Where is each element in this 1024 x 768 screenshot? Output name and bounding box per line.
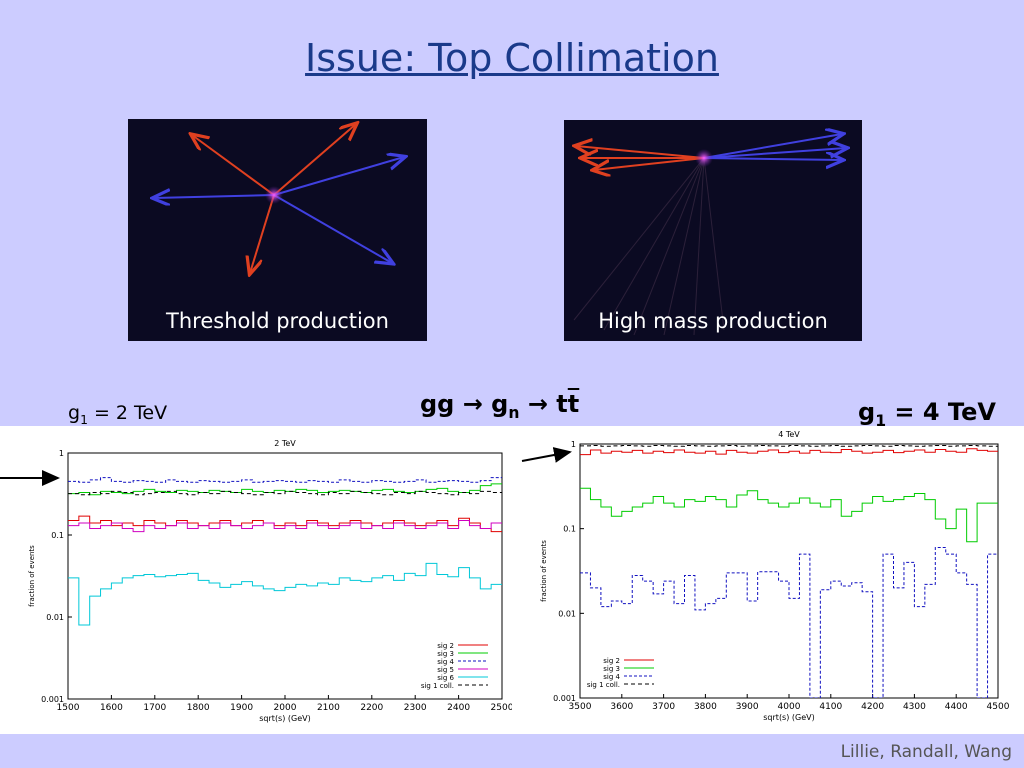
y-tick-label: 0.1 bbox=[51, 531, 64, 540]
y-tick-label: 0.1 bbox=[563, 525, 576, 534]
x-tick-label: 1700 bbox=[143, 703, 166, 713]
x-tick-label: 1900 bbox=[230, 703, 253, 713]
threshold-arrows bbox=[128, 119, 427, 341]
right-pointer-arrow bbox=[521, 447, 572, 463]
left-mass-label: g1 = 2 TeV bbox=[68, 402, 168, 427]
y-tick-label: 0.001 bbox=[41, 695, 64, 704]
legend-label: sig 5 bbox=[437, 666, 454, 674]
y-axis-label: fraction of events bbox=[540, 540, 548, 602]
series-sig-6 bbox=[68, 562, 502, 626]
series-sig-3 bbox=[580, 487, 998, 543]
legend-label: sig 4 bbox=[603, 673, 620, 681]
legend-label: sig 3 bbox=[603, 665, 620, 673]
y-tick-label: 1 bbox=[59, 449, 64, 458]
series-sig-2 bbox=[68, 515, 502, 533]
x-tick-label: 3900 bbox=[736, 702, 759, 712]
series-sig-3 bbox=[68, 483, 502, 496]
y-tick-label: 1 bbox=[571, 440, 576, 449]
x-tick-label: 3600 bbox=[610, 702, 633, 712]
y-tick-label: 0.001 bbox=[553, 694, 576, 703]
authors-footer: Lillie, Randall, Wang bbox=[840, 742, 1012, 762]
plot-frame bbox=[579, 443, 999, 699]
chart-title: 4 TeV bbox=[778, 430, 800, 439]
x-tick-label: 2100 bbox=[317, 703, 340, 713]
legend-label: sig 1 coll. bbox=[421, 682, 454, 690]
legend-label: sig 2 bbox=[603, 657, 620, 665]
x-tick-label: 3700 bbox=[652, 702, 675, 712]
series-sig-1-coll bbox=[68, 490, 502, 496]
high-mass-arrows bbox=[564, 120, 862, 336]
x-tick-label: 2400 bbox=[447, 703, 470, 713]
x-axis-label: sqrt(s) (GeV) bbox=[259, 714, 310, 723]
process-label: gg → gn → tt bbox=[420, 390, 580, 422]
x-tick-label: 4200 bbox=[861, 702, 884, 712]
legend-label: sig 3 bbox=[437, 650, 454, 658]
chart-title: 2 TeV bbox=[274, 439, 296, 448]
y-axis-label: fraction of events bbox=[28, 545, 36, 607]
slide-title: Issue: Top Collimation bbox=[305, 36, 719, 80]
series-sig-4 bbox=[580, 546, 998, 698]
x-tick-label: 3500 bbox=[569, 702, 592, 712]
high-mass-production-image: High mass production bbox=[564, 120, 862, 341]
x-tick-label: 2000 bbox=[274, 703, 297, 713]
x-tick-label: 2500 bbox=[491, 703, 512, 713]
pointer-arrows bbox=[0, 447, 572, 486]
legend-label: sig 4 bbox=[437, 658, 454, 666]
x-tick-label: 1800 bbox=[187, 703, 210, 713]
series-sig-1-coll bbox=[580, 445, 998, 447]
x-tick-label: 4500 bbox=[987, 702, 1010, 712]
legend-label: sig 1 coll. bbox=[587, 681, 620, 689]
legend-label: sig 6 bbox=[437, 674, 454, 682]
x-tick-label: 4300 bbox=[903, 702, 926, 712]
x-tick-label: 2200 bbox=[360, 703, 383, 713]
legend-label: sig 2 bbox=[437, 642, 454, 650]
right-mass-label: g1 = 4 TeV bbox=[858, 398, 996, 430]
series-sig-4 bbox=[68, 477, 502, 483]
y-tick-label: 0.01 bbox=[558, 609, 576, 618]
chart-2tev: 2 TeV 1500 1600 1700 1800 1900 2000 2100 2200 230… bbox=[28, 439, 512, 723]
x-tick-label: 3800 bbox=[694, 702, 717, 712]
series-sig-5 bbox=[68, 520, 502, 533]
x-tick-label: 1600 bbox=[100, 703, 123, 713]
x-tick-label: 4400 bbox=[945, 702, 968, 712]
chart-4tev: 4 TeV 3500 3600 3700 3800 3900 4000 4100 4200 430… bbox=[540, 430, 1010, 722]
x-tick-label: 1500 bbox=[57, 703, 80, 713]
series-sig-2 bbox=[580, 448, 998, 456]
y-tick-label: 0.01 bbox=[46, 613, 64, 622]
x-axis-label: sqrt(s) (GeV) bbox=[763, 713, 814, 722]
high-mass-caption: High mass production bbox=[598, 309, 828, 333]
x-tick-label: 2300 bbox=[404, 703, 427, 713]
x-tick-label: 4000 bbox=[778, 702, 801, 712]
threshold-production-image: Threshold production bbox=[128, 119, 427, 341]
x-tick-label: 4100 bbox=[819, 702, 842, 712]
threshold-caption: Threshold production bbox=[166, 309, 389, 333]
